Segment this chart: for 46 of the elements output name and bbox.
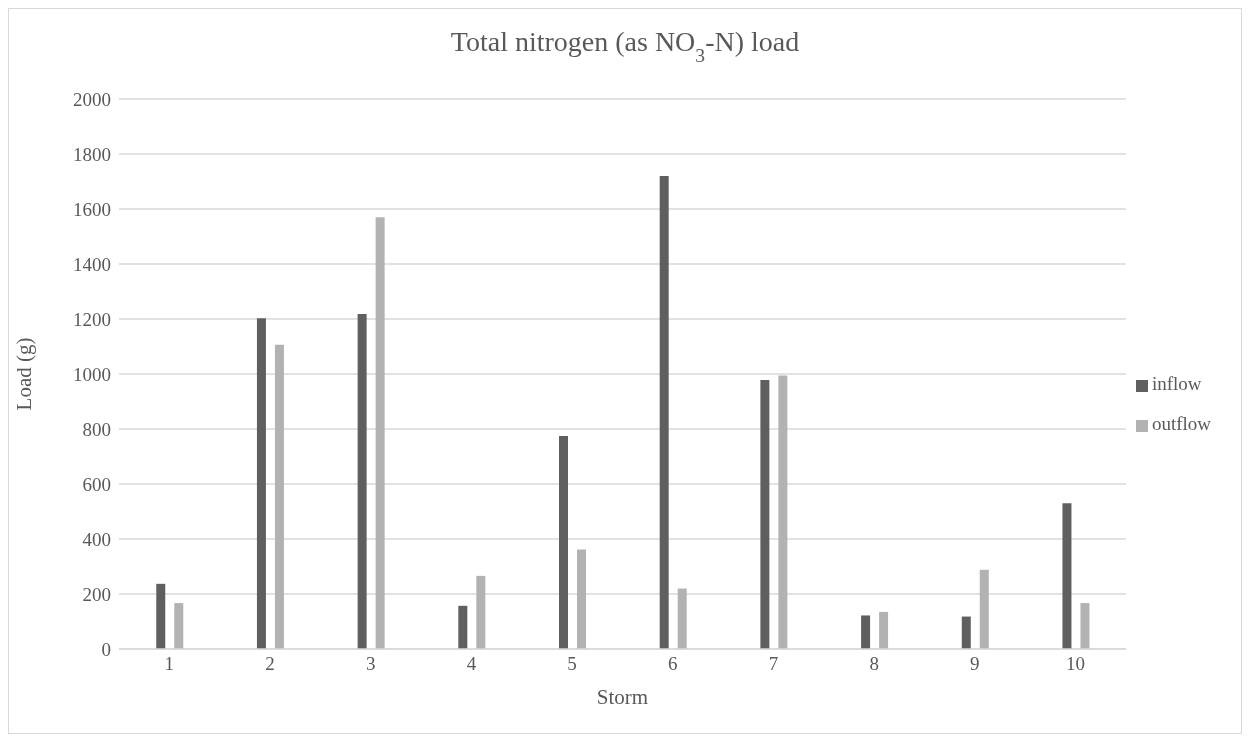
bar xyxy=(458,605,468,649)
bar xyxy=(1080,603,1090,649)
bar xyxy=(760,380,770,649)
x-axis-title: Storm xyxy=(596,685,649,709)
bar xyxy=(659,176,669,649)
y-axis-title: Load (g) xyxy=(12,337,37,411)
bar xyxy=(357,314,367,649)
x-tick-label: 8 xyxy=(869,653,879,675)
y-tick-label: 400 xyxy=(82,528,111,550)
x-tick-label: 2 xyxy=(265,653,275,675)
x-tick-label: 10 xyxy=(1066,653,1086,675)
bar xyxy=(476,575,486,649)
bar xyxy=(174,603,184,649)
legend-label: outflow xyxy=(1151,413,1211,434)
bar xyxy=(1062,503,1072,649)
bar xyxy=(256,318,266,649)
chart-title: Total nitrogen (as NO$_{3}$-N) load xyxy=(450,26,800,66)
y-tick-label: 2000 xyxy=(73,88,111,110)
legend-label: inflow xyxy=(1151,373,1202,394)
bar xyxy=(577,549,587,649)
y-tick-label: 0 xyxy=(101,638,111,660)
y-tick-label: 200 xyxy=(82,583,111,605)
bar xyxy=(274,344,284,649)
x-tick-label: 9 xyxy=(970,653,980,675)
bar xyxy=(156,583,166,649)
y-tick-label: 1400 xyxy=(73,253,111,275)
x-tick-label: 6 xyxy=(668,653,678,675)
y-tick-label: 800 xyxy=(82,418,111,440)
bar xyxy=(375,217,385,649)
y-tick-label: 1600 xyxy=(73,198,111,220)
bar xyxy=(979,569,989,649)
y-tick-label: 600 xyxy=(82,473,111,495)
x-tick-label: 5 xyxy=(567,653,577,675)
bar xyxy=(861,615,871,649)
x-tick-label: 4 xyxy=(466,653,477,675)
y-tick-label: 1200 xyxy=(73,308,111,330)
x-tick-label: 7 xyxy=(768,653,779,675)
bar xyxy=(677,588,687,649)
x-tick-label: 3 xyxy=(365,653,376,675)
x-tick-label: 1 xyxy=(164,653,175,675)
bar xyxy=(778,375,788,649)
bar xyxy=(879,611,889,649)
bar xyxy=(559,435,569,649)
bar xyxy=(961,616,971,649)
y-tick-label: 1000 xyxy=(73,363,111,385)
y-tick-label: 1800 xyxy=(73,143,111,165)
